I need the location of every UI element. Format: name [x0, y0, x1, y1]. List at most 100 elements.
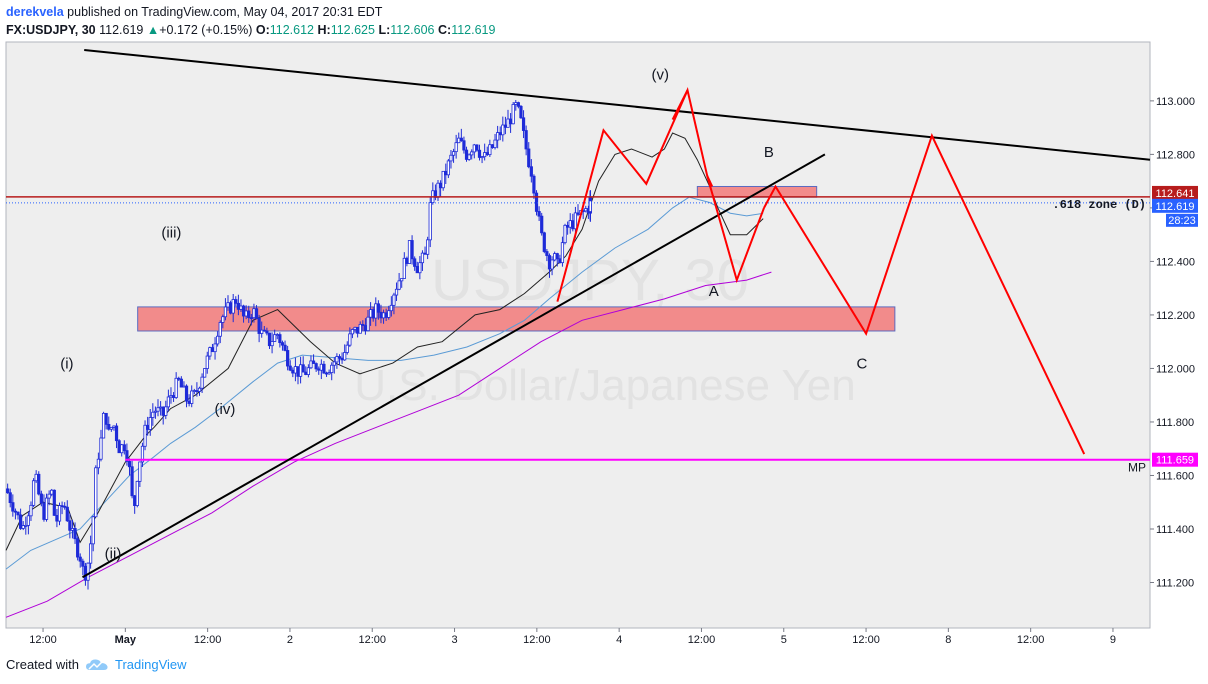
candle-body [361, 323, 365, 326]
x-tick-label: 8 [945, 634, 951, 646]
candle-body [563, 224, 567, 244]
candle-body [179, 378, 183, 388]
wave-label: A [709, 283, 719, 300]
created-with-text: Created with [6, 657, 79, 672]
candle-body [197, 387, 202, 392]
watermark: USDJPY, 30 U.S. Dollar/Japanese Yen [354, 248, 855, 410]
candle-body [195, 390, 199, 392]
author-link[interactable]: derekvela [6, 5, 64, 19]
candle-body [200, 376, 204, 389]
candle-body [190, 390, 194, 404]
x-tick-label: 12:00 [523, 634, 551, 646]
candle-body [438, 182, 443, 189]
ma-blue-line [5, 196, 764, 570]
candle-body [571, 220, 575, 230]
tradingview-brand[interactable]: TradingView [114, 657, 187, 672]
candle-body [519, 105, 523, 119]
candle-body [8, 492, 12, 504]
ma-black-line [5, 132, 764, 551]
candle-body [537, 211, 541, 217]
candle-body [405, 257, 409, 264]
change-value: +0.172 (+0.15%) [159, 23, 253, 37]
candle-body [156, 407, 160, 412]
candle-body [420, 252, 425, 264]
candle-body [153, 410, 158, 413]
candle-body [384, 312, 388, 318]
candle-body [114, 425, 119, 442]
candle-body [60, 505, 64, 508]
candle-body [57, 505, 62, 522]
last-price: 112.619 [99, 23, 144, 37]
candle-body [143, 424, 147, 447]
candle-body [576, 212, 580, 215]
candle-body [472, 144, 476, 153]
candle-body [291, 369, 295, 374]
candle-body [159, 406, 163, 409]
candle-body [278, 334, 282, 344]
candle-body [413, 258, 417, 267]
candle-body [223, 306, 228, 318]
candle-body [381, 312, 386, 319]
candle-body [13, 510, 18, 513]
candle-body [366, 316, 370, 332]
candle-body [273, 334, 277, 342]
candle-body [560, 242, 565, 264]
candle-body [379, 311, 383, 319]
candle-body [257, 318, 261, 334]
candle-body [252, 308, 256, 319]
candle-body [283, 344, 287, 351]
x-tick-label: 3 [451, 634, 457, 646]
candle-body [174, 377, 178, 398]
close-label: C: [438, 23, 452, 37]
x-tick-label: 2 [287, 634, 293, 646]
candle-body [503, 124, 508, 128]
candle-body [426, 239, 430, 255]
candle-body [457, 137, 461, 144]
up-arrow-icon: ▲ [146, 23, 160, 37]
candle-body [254, 308, 259, 319]
candle-body [169, 395, 173, 398]
candle-body [296, 366, 300, 377]
candle-body [6, 488, 10, 494]
candle-body [267, 332, 272, 347]
plot-area[interactable] [5, 41, 1151, 629]
candle-body [534, 192, 539, 212]
candle-body [418, 262, 422, 274]
candle-body [164, 406, 168, 416]
candle-body [133, 495, 137, 506]
low-value: 112.606 [390, 23, 435, 37]
watermark-symbol: USDJPY, 30 [431, 248, 749, 313]
candle-body [496, 132, 500, 141]
candle-body [387, 310, 391, 318]
candle-body [216, 335, 220, 345]
symbol-timeframe[interactable]: FX:USDJPY, 30 [6, 23, 96, 37]
candle-body [229, 302, 233, 314]
high-label: H: [317, 23, 331, 37]
x-tick-label: May [115, 634, 137, 646]
trendline-0 [84, 49, 1151, 161]
high-value: 112.625 [330, 23, 375, 37]
candle-body [317, 368, 321, 371]
x-axis[interactable]: 12:00 May 12:00 2 12:00 3 12:00 4 12:00 5 12:00 8 12… [29, 628, 1116, 646]
candle-body [140, 445, 145, 463]
candle-body [498, 132, 502, 136]
candle-body [368, 309, 373, 318]
candle-body [37, 473, 41, 495]
candle-body [241, 305, 246, 317]
countdown-badge-bg [1166, 213, 1198, 227]
candle-body [454, 142, 458, 153]
candle-body [89, 543, 93, 564]
y-tick-label: 111.200 [1156, 578, 1194, 590]
candle-body [127, 461, 132, 468]
candle-body [184, 385, 189, 402]
candle-body [573, 212, 578, 230]
y-tick-label: 112.200 [1156, 310, 1195, 322]
candle-body [44, 497, 49, 520]
open-value: 112.612 [269, 23, 314, 37]
x-tick-label: 12:00 [1017, 634, 1045, 646]
candle-body [146, 424, 150, 430]
candle-body [260, 329, 264, 334]
watermark-name: U.S. Dollar/Japanese Yen [354, 361, 855, 410]
y-axis[interactable]: 113.000112.800112.600112.400112.200112.0… [1150, 96, 1198, 590]
